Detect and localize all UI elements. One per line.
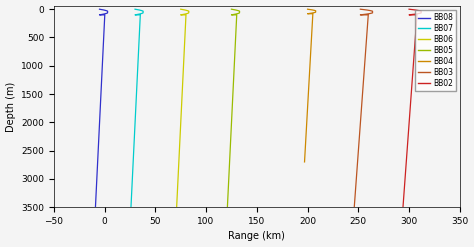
Y-axis label: Depth (m): Depth (m): [6, 82, 16, 132]
Legend: BB08, BB07, BB06, BB05, BB04, BB03, BB02: BB08, BB07, BB06, BB05, BB04, BB03, BB02: [415, 10, 456, 91]
X-axis label: Range (km): Range (km): [228, 231, 285, 242]
